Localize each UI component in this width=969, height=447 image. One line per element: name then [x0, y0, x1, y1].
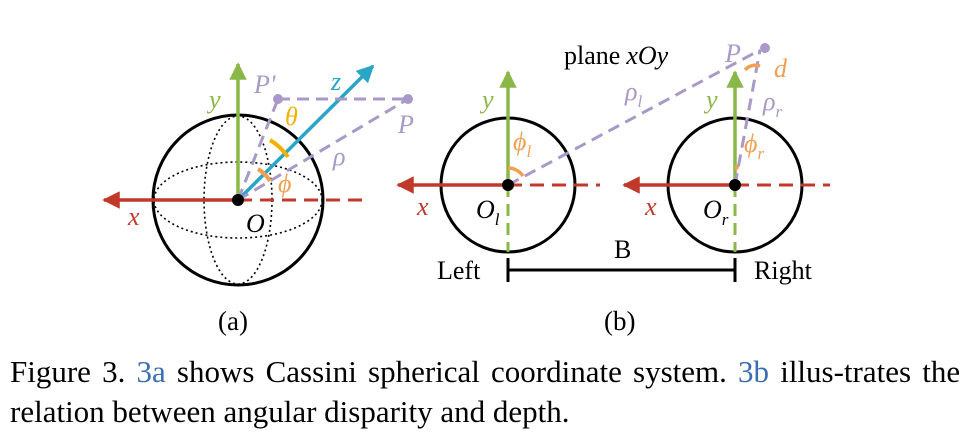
y-label-right: y [703, 85, 718, 114]
left-origin-dot [502, 179, 514, 191]
figure-caption: Figure 3. 3a shows Cassini spherical coo… [10, 352, 960, 432]
rho-line [237, 97, 409, 202]
right-label: Right [754, 256, 813, 285]
panel-b: plane xOy P d ρl ρr y y ϕl ϕr x x Ol Or B… [396, 39, 830, 336]
z-label: z [330, 67, 341, 96]
baseline-label: B [614, 235, 631, 264]
theta-label: θ [285, 102, 298, 131]
point-p [403, 94, 413, 104]
caption-prefix: Figure 3. [10, 354, 126, 389]
rho-label: ρ [332, 142, 345, 171]
caption-text-a: shows Cassini spherical coordinate syste… [176, 354, 727, 389]
figure-diagram: x y z O P P' θ ϕ ρ (a) [102, 39, 830, 336]
point-p-prime [273, 94, 283, 104]
point-p-label: P [397, 110, 414, 139]
phi-l-label: ϕl [513, 127, 531, 161]
origin-r-label: Or [703, 195, 729, 229]
rho-l-label: ρl [624, 77, 642, 111]
phi-r-label: ϕr [744, 129, 764, 163]
origin-dot [232, 194, 244, 206]
panel-a: x y z O P P' θ ϕ ρ (a) [102, 62, 414, 336]
rho-r-label: ρr [762, 87, 782, 121]
panel-a-label: (a) [218, 306, 248, 336]
point-p-b-label: P [724, 39, 741, 68]
point-p-prime-label: P' [253, 70, 276, 99]
phi-l-arc [507, 166, 525, 178]
phi-label: ϕ [278, 169, 291, 198]
z-axis [236, 64, 375, 202]
rho-l-line [507, 48, 761, 187]
caption-ref-3b[interactable]: 3b [738, 354, 770, 389]
y-label-left: y [479, 85, 494, 114]
origin-l-label: Ol [476, 195, 500, 229]
caption-text-b: illus-trates the relation between angula… [10, 354, 961, 429]
y-label: y [206, 85, 221, 114]
panel-b-label: (b) [604, 306, 635, 336]
d-label: d [774, 54, 788, 83]
sphere-equator-dotted [153, 161, 323, 239]
left-label: Left [437, 256, 481, 285]
rho-r-line [733, 49, 762, 186]
theta-arc [268, 138, 290, 159]
point-p-b [760, 43, 770, 53]
caption-ref-3a[interactable]: 3a [136, 354, 166, 389]
x-label-right: x [644, 192, 657, 221]
plane-label: plane xOy [564, 41, 669, 70]
x-label-left: x [416, 192, 429, 221]
right-origin-dot [729, 179, 741, 191]
phi-arc [256, 167, 272, 183]
x-label: x [127, 202, 140, 231]
d-arc [743, 63, 761, 72]
origin-label: O [246, 209, 265, 238]
